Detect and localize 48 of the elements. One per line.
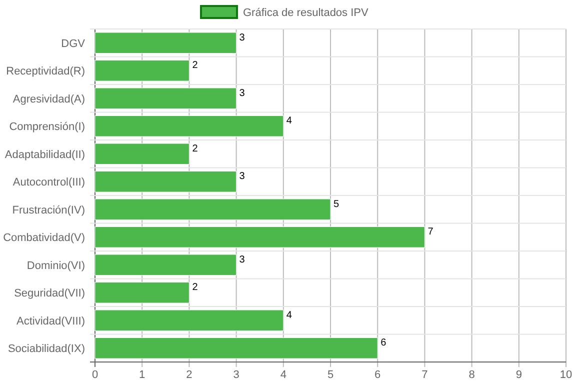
legend-label: Gráfica de resultados IPV	[243, 7, 370, 19]
bar	[94, 254, 237, 276]
bar	[94, 143, 190, 165]
y-tick-label: DGV	[61, 38, 86, 50]
data-label: 7	[428, 226, 434, 238]
y-tick-label: Seguridad(VII)	[14, 288, 85, 300]
y-tick-label: Autocontrol(III)	[12, 176, 85, 189]
data-label: 5	[334, 198, 340, 210]
bar	[94, 282, 190, 304]
data-label: 3	[239, 32, 246, 44]
data-label: 2	[192, 60, 198, 72]
data-label: 3	[239, 88, 246, 99]
data-label: 3	[239, 254, 246, 266]
x-tick-label: 0	[92, 369, 98, 381]
data-label: 4	[286, 310, 292, 321]
x-tick-label: 9	[516, 369, 522, 381]
bar	[94, 226, 425, 248]
data-label: 2	[192, 282, 198, 294]
y-tick-label: Receptividad(R)	[6, 66, 85, 78]
data-label: 6	[380, 338, 387, 349]
data-label: 2	[192, 143, 198, 154]
x-tick-label: 2	[186, 369, 192, 381]
y-tick-label: Combatividad(V)	[3, 232, 85, 244]
bar	[94, 170, 237, 192]
bar	[94, 32, 237, 54]
y-tick-label: Comprensión(I)	[9, 121, 85, 134]
bar	[94, 310, 284, 332]
y-tick-label: Actividad(VIII)	[16, 315, 85, 328]
bar	[94, 60, 190, 82]
y-tick-label: Agresividad(A)	[12, 93, 85, 106]
data-label: 3	[239, 171, 246, 182]
x-tick-label: 6	[374, 369, 381, 381]
bar	[94, 88, 237, 110]
x-tick-label: 7	[422, 369, 428, 381]
x-tick-label: 5	[327, 369, 334, 381]
bar	[94, 337, 378, 359]
y-tick-label: Dominio(VI)	[26, 260, 85, 272]
bar	[94, 115, 284, 137]
y-tick-label: Sociabilidad(IX)	[8, 343, 85, 356]
y-tick-label: Adaptabilidad(II)	[4, 148, 85, 161]
x-tick-label: 4	[280, 369, 286, 381]
y-tick-label: Frustración(IV)	[12, 204, 85, 216]
bar	[94, 198, 331, 220]
x-tick-label: 8	[468, 369, 475, 381]
x-tick-label: 1	[139, 369, 146, 381]
data-label: 4	[286, 116, 292, 127]
x-tick-label: 3	[233, 369, 240, 381]
x-tick-label: 10	[560, 369, 572, 381]
